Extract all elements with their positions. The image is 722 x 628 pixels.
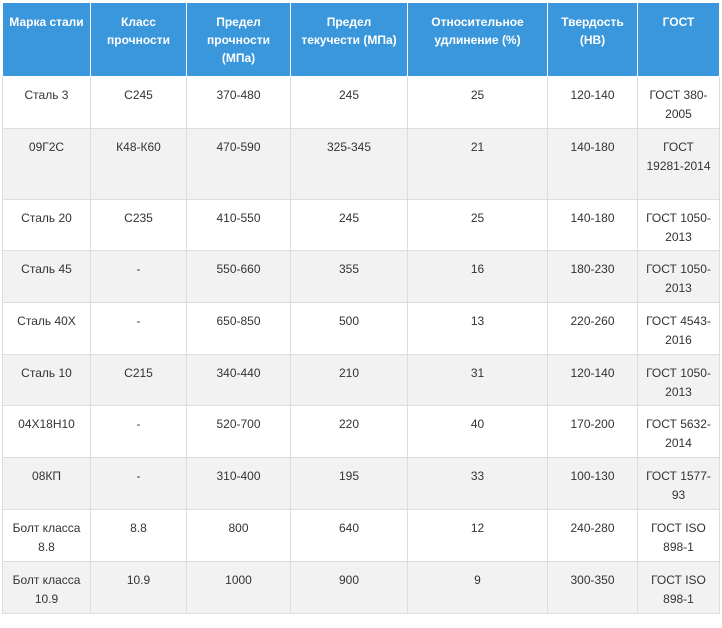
cell-hardness: 140-180 <box>547 199 638 251</box>
cell-tensile-strength: 340-440 <box>186 354 291 406</box>
header-steel-grade: Марка стали <box>2 2 91 77</box>
cell-tensile-strength: 800 <box>186 509 291 562</box>
cell-gost: ГОСТ 1050-2013 <box>637 199 720 251</box>
cell-elongation: 40 <box>407 405 548 458</box>
cell-steel-grade: Сталь 3 <box>2 76 91 129</box>
cell-strength-class: К48-К60 <box>90 128 187 200</box>
table-row: Сталь 40Х -650-850 500 13 220-260 ГОСТ 4543-2… <box>2 302 720 355</box>
cell-elongation: 21 <box>407 128 548 200</box>
header-elongation: Относительное удлинение (%) <box>407 2 548 77</box>
table-row: Сталь 10 C215 340-440 210 31 120-140 ГОСТ 1050… <box>2 354 720 406</box>
cell-tensile-strength: 310-400 <box>186 457 291 510</box>
cell-hardness: 120-140 <box>547 354 638 406</box>
cell-hardness: 300-350 <box>547 561 638 614</box>
cell-gost: ГОСТ 1050-2013 <box>637 354 720 406</box>
cell-yield-strength: 210 <box>290 354 408 406</box>
cell-yield-strength: 900 <box>290 561 408 614</box>
cell-yield-strength: 325-345 <box>290 128 408 200</box>
cell-hardness: 180-230 <box>547 250 638 303</box>
cell-tensile-strength: 470-590 <box>186 128 291 200</box>
page-bottom-margin <box>0 614 722 628</box>
cell-strength-class: - <box>90 457 187 510</box>
cell-strength-class: - <box>90 250 187 303</box>
header-yield-strength: Предел текучести (МПа) <box>290 2 408 77</box>
cell-yield-strength: 195 <box>290 457 408 510</box>
cell-yield-strength: 245 <box>290 199 408 251</box>
table-row: 04Х18Н10-520-700 220 40 170-200 ГОСТ 5632-20… <box>2 405 720 458</box>
table-row: Болт класса 8.8 8.8 800 640 12 240-280 ГОСТ IS… <box>2 509 720 562</box>
cell-strength-class: C235 <box>90 199 187 251</box>
table-header-row: Марка стали Класс прочности Предел прочн… <box>2 2 720 77</box>
cell-strength-class: C215 <box>90 354 187 406</box>
cell-yield-strength: 355 <box>290 250 408 303</box>
header-tensile-strength: Предел прочности (МПа) <box>186 2 291 77</box>
cell-strength-class: C245 <box>90 76 187 129</box>
cell-steel-grade: Сталь 20 <box>2 199 91 251</box>
cell-tensile-strength: 1000 <box>186 561 291 614</box>
cell-gost: ГОСТ ISO 898-1 <box>637 509 720 562</box>
cell-yield-strength: 245 <box>290 76 408 129</box>
cell-tensile-strength: 520-700 <box>186 405 291 458</box>
cell-hardness: 220-260 <box>547 302 638 355</box>
cell-gost: ГОСТ 1577-93 <box>637 457 720 510</box>
cell-gost: ГОСТ 4543-2016 <box>637 302 720 355</box>
cell-tensile-strength: 550-660 <box>186 250 291 303</box>
cell-gost: ГОСТ 5632-2014 <box>637 405 720 458</box>
table-body: Сталь 3 C245 370-480 245 25 120-140 ГОСТ 380-2… <box>2 76 720 614</box>
cell-steel-grade: Сталь 40Х <box>2 302 91 355</box>
header-strength-class: Класс прочности <box>90 2 187 77</box>
cell-elongation: 31 <box>407 354 548 406</box>
cell-steel-grade: 08КП <box>2 457 91 510</box>
cell-steel-grade: Болт класса 8.8 <box>2 509 91 562</box>
cell-hardness: 120-140 <box>547 76 638 129</box>
table-row: Сталь 3 C245 370-480 245 25 120-140 ГОСТ 380-2… <box>2 76 720 129</box>
cell-hardness: 140-180 <box>547 128 638 200</box>
cell-elongation: 25 <box>407 199 548 251</box>
cell-elongation: 16 <box>407 250 548 303</box>
cell-yield-strength: 220 <box>290 405 408 458</box>
table-row: Сталь 20 C235 410-550 245 25 140-180 ГОСТ 1050… <box>2 199 720 251</box>
cell-steel-grade: 09Г2С <box>2 128 91 200</box>
cell-tensile-strength: 650-850 <box>186 302 291 355</box>
cell-hardness: 170-200 <box>547 405 638 458</box>
table-row: 09Г2С К48-К60 470-590 325-345 21 140-180 ГОСТ … <box>2 128 720 200</box>
steel-grades-table: Марка стали Класс прочности Предел прочн… <box>2 2 720 614</box>
cell-tensile-strength: 410-550 <box>186 199 291 251</box>
table-row: Болт класса 10.9 10.9 1000 900 9 300-350 ГОСТ … <box>2 561 720 614</box>
cell-hardness: 100-130 <box>547 457 638 510</box>
table-row: Сталь 45-550-660 355 16 180-230 ГОСТ 1050-20… <box>2 250 720 303</box>
header-hardness: Твердость (HB) <box>547 2 638 77</box>
cell-steel-grade: 04Х18Н10 <box>2 405 91 458</box>
cell-elongation: 33 <box>407 457 548 510</box>
cell-elongation: 9 <box>407 561 548 614</box>
cell-strength-class: - <box>90 405 187 458</box>
cell-gost: ГОСТ ISO 898-1 <box>637 561 720 614</box>
cell-yield-strength: 500 <box>290 302 408 355</box>
cell-steel-grade: Болт класса 10.9 <box>2 561 91 614</box>
cell-elongation: 13 <box>407 302 548 355</box>
cell-steel-grade: Сталь 45 <box>2 250 91 303</box>
table-row: 08КП -310-400 195 33 100-130 ГОСТ 1577-93 <box>2 457 720 510</box>
cell-tensile-strength: 370-480 <box>186 76 291 129</box>
cell-strength-class: 8.8 <box>90 509 187 562</box>
header-gost: ГОСТ <box>637 2 720 77</box>
cell-elongation: 25 <box>407 76 548 129</box>
cell-strength-class: 10.9 <box>90 561 187 614</box>
cell-gost: ГОСТ 1050-2013 <box>637 250 720 303</box>
cell-gost: ГОСТ 19281-2014 <box>637 128 720 200</box>
cell-yield-strength: 640 <box>290 509 408 562</box>
cell-gost: ГОСТ 380-2005 <box>637 76 720 129</box>
cell-elongation: 12 <box>407 509 548 562</box>
cell-steel-grade: Сталь 10 <box>2 354 91 406</box>
cell-strength-class: - <box>90 302 187 355</box>
cell-hardness: 240-280 <box>547 509 638 562</box>
